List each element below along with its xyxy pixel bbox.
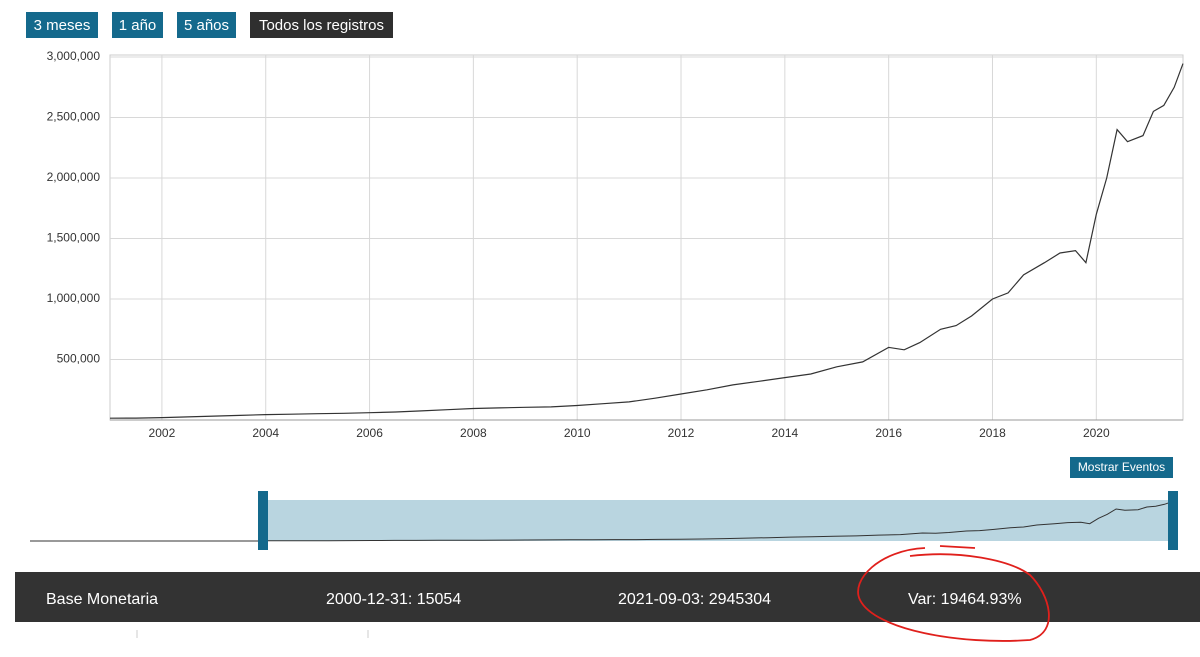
start-value: 2000-12-31: 15054	[326, 591, 461, 608]
x-tick-label: 2012	[668, 426, 695, 440]
x-tick-label: 2018	[979, 426, 1006, 440]
button-label[interactable]: 5 años	[184, 17, 229, 34]
button[interactable]	[177, 12, 236, 38]
button-label[interactable]: 3 meses	[34, 17, 91, 34]
plot-frame	[109, 54, 1184, 421]
navigator-handle[interactable]	[258, 491, 268, 550]
x-tick-label: 2006	[356, 426, 383, 440]
navigator-line	[262, 501, 1173, 542]
footer-bar	[15, 572, 1200, 622]
button-label[interactable]: Todos los registros	[259, 17, 384, 34]
x-tick-label: 2010	[564, 426, 591, 440]
x-tick-label: 2020	[1083, 426, 1110, 440]
navigator-handle[interactable]	[1168, 491, 1178, 550]
y-tick-label: 3,000,000	[47, 49, 101, 63]
end-value: 2021-09-03: 2945304	[618, 591, 771, 608]
navigator-range[interactable]	[262, 500, 1172, 541]
events-button[interactable]	[1070, 457, 1173, 478]
series-line	[109, 63, 1184, 419]
variation: Var: 19464.93%	[908, 591, 1022, 608]
x-tick-label: 2014	[771, 426, 798, 440]
y-tick-label: 2,000,000	[47, 170, 101, 184]
events-button-label[interactable]: Mostrar Eventos	[1078, 460, 1165, 474]
y-tick-label: 1,500,000	[47, 231, 101, 245]
button[interactable]	[26, 12, 98, 38]
x-tick-label: 2016	[875, 426, 902, 440]
x-tick-label: 2004	[252, 426, 279, 440]
button-label[interactable]: 1 año	[119, 17, 157, 34]
hand-drawn-circle	[857, 545, 1050, 642]
y-tick-label: 1,000,000	[47, 291, 101, 305]
x-tick-label: 2008	[460, 426, 487, 440]
series-name: Base Monetaria	[46, 591, 158, 608]
y-tick-label: 500,000	[57, 352, 101, 366]
button[interactable]	[250, 12, 393, 38]
x-tick-label: 2002	[149, 426, 176, 440]
y-tick-label: 2,500,000	[47, 110, 101, 124]
button[interactable]	[112, 12, 163, 38]
